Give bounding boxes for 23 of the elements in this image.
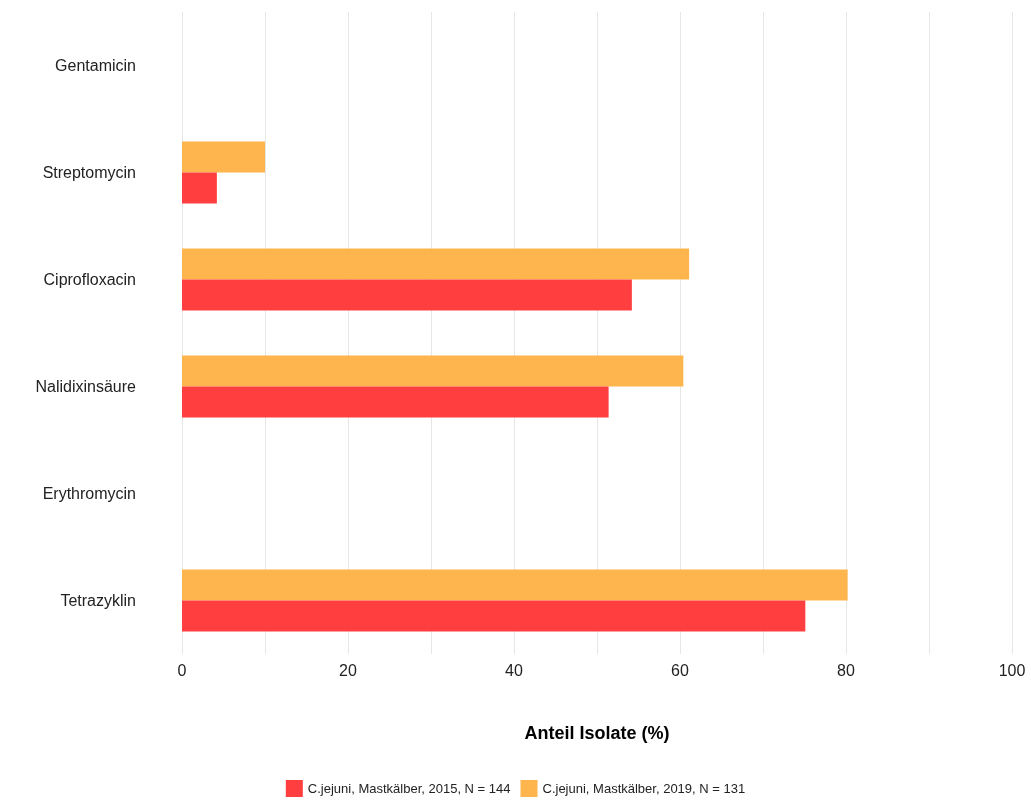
legend-label: C.jejuni, Mastkälber, 2019, N = 131 [542,781,746,796]
x-axis-title: Anteil Isolate (%) [524,723,670,743]
bar [182,248,690,280]
bar [182,386,609,418]
x-tick-label: 80 [837,661,855,679]
bar [182,600,806,632]
y-tick-label: Nalidixinsäure [35,378,137,395]
x-tick-label: 40 [505,661,523,679]
x-tick-label: 20 [339,661,357,679]
x-tick-label: 60 [671,661,689,679]
bar [182,172,217,204]
x-tick-label: 100 [998,661,1026,679]
x-tick-label: 0 [177,661,187,679]
bar [182,141,265,173]
legend-label: C.jejuni, Mastkälber, 2015, N = 144 [307,781,511,796]
y-tick-label: Tetrazyklin [60,592,136,609]
y-tick-label: Erythromycin [42,485,136,502]
bar [182,355,684,387]
bar [182,569,848,601]
bar [182,279,632,311]
y-tick-label: Gentamicin [55,57,136,74]
y-tick-label: Ciprofloxacin [43,271,136,288]
y-tick-label: Streptomycin [42,164,136,181]
